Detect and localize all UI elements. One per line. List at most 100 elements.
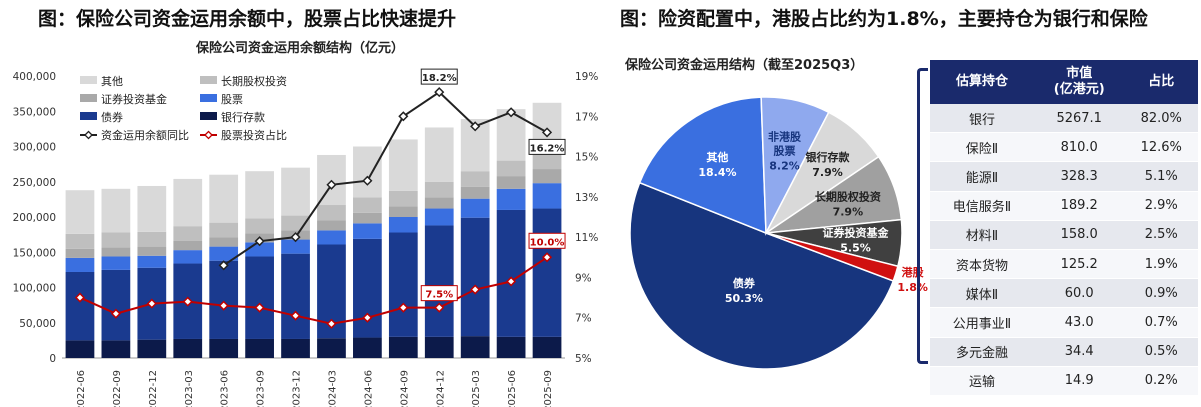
bar-segment: [388, 139, 418, 191]
table-cell: 0.2%: [1124, 366, 1198, 396]
x-tick-label: 2024-12: [435, 370, 446, 407]
bar-chart-title: 保险公司资金运用余额结构（亿元）: [195, 40, 404, 56]
legend-label: 其他: [101, 75, 123, 88]
pie-slice-label: 18.4%: [698, 166, 736, 179]
bar-segment: [460, 198, 490, 218]
series-point: [470, 121, 481, 132]
x-tick-label: 2024-06: [363, 370, 374, 407]
table-row: 媒体Ⅱ 60.0 0.9%: [930, 278, 1198, 309]
y2-tick-label: 9%: [575, 272, 592, 284]
bar-segment: [424, 208, 454, 226]
bar-segment: [101, 269, 131, 341]
bar-segment: [496, 336, 526, 358]
y2-tick-label: 19%: [575, 71, 598, 83]
pie-slice-name: 银行存款: [806, 150, 851, 164]
y2-tick-label: 17%: [575, 111, 598, 123]
stock-last-label: 10.0%: [530, 237, 565, 248]
series-point: [326, 179, 337, 190]
growth-peak-label-box: [420, 68, 458, 85]
table-cell: 0.7%: [1124, 307, 1198, 338]
table-cell: 电信服务Ⅱ: [930, 191, 1034, 221]
series-point: [218, 300, 229, 311]
table-cell: 能源Ⅱ: [930, 161, 1034, 192]
table-cell: 材料Ⅱ: [930, 220, 1034, 250]
series-point: [254, 302, 265, 313]
bar-segment: [209, 237, 239, 247]
table-cell: 运输: [930, 366, 1034, 396]
legend-swatch: [80, 94, 97, 102]
bar-segment: [353, 146, 382, 198]
pie-slice: [638, 96, 767, 235]
pie-slice: [629, 181, 895, 370]
table-cell: 5.1%: [1124, 161, 1198, 192]
legend-swatch: [200, 76, 217, 84]
series-point: [218, 260, 229, 271]
pie-slice-name: 其他: [706, 150, 728, 164]
legend-label: 股票投资占比: [221, 128, 287, 142]
bar-segment: [424, 336, 454, 358]
legend-label: 资金运用余额同比: [101, 128, 189, 142]
bar-segment: [137, 246, 167, 256]
series-point: [362, 175, 373, 186]
pie-slice-name: 债券: [733, 276, 756, 290]
table-header-cell: 估算持仓: [930, 60, 1034, 104]
bar-segment: [137, 255, 167, 268]
bar-segment: [173, 178, 203, 227]
series-point: [254, 236, 265, 247]
x-tick-label: 2025-09: [543, 370, 554, 407]
table-cell: 12.6%: [1124, 132, 1198, 163]
growth-last-label: 16.2%: [530, 143, 565, 154]
bar-segment: [317, 220, 346, 231]
pie-slice-label: 50.3%: [725, 292, 763, 305]
x-tick-label: 2025-06: [507, 370, 518, 407]
left-heading: 图：保险公司资金运用余额中，股票占比快速提升: [38, 8, 457, 30]
table-row: 材料Ⅱ 158.0 2.5%: [930, 220, 1198, 250]
bar-segment: [353, 223, 382, 239]
stock-mid-label: 7.5%: [425, 290, 453, 301]
table-row: 电信服务Ⅱ 189.2 2.9%: [930, 191, 1198, 221]
y2-tick-label: 7%: [575, 313, 592, 325]
growth-peak-label: 18.2%: [422, 73, 457, 84]
bar-segment: [424, 225, 454, 337]
bar-segment: [532, 183, 562, 209]
growth-last-label-box: [528, 138, 566, 155]
bar-segment: [65, 257, 95, 272]
bar-segment: [101, 256, 131, 270]
series-point: [290, 232, 301, 243]
table-cell: 328.3: [1033, 161, 1125, 192]
bar-segment: [532, 208, 562, 337]
bar-segment: [460, 186, 490, 199]
bar-segment: [496, 160, 526, 177]
x-tick-label: 2024-03: [327, 370, 338, 407]
series-point: [470, 284, 481, 295]
y-tick-label: 300,000: [13, 142, 56, 154]
bar-segment: [388, 206, 418, 217]
pie-slice-name: 非港股: [768, 130, 802, 144]
bar-segment: [353, 197, 382, 213]
series-point: [182, 296, 193, 307]
bar-segment: [173, 250, 203, 264]
legend-label: 债券: [101, 110, 123, 124]
series-point: [326, 318, 337, 329]
series-point: [110, 308, 121, 319]
x-tick-label: 2023-12: [292, 370, 303, 407]
pie-slice-label: 7.9%: [812, 166, 843, 179]
bar-segment: [496, 188, 526, 210]
table-cell: 银行: [930, 104, 1034, 134]
table-cell: 810.0: [1033, 132, 1125, 163]
table-row: 能源Ⅱ 328.3 5.1%: [930, 161, 1198, 192]
table-cell: 158.0: [1033, 220, 1125, 250]
pie-slice-name: 股票: [774, 145, 796, 158]
pie-slice-label: 7.9%: [833, 205, 864, 218]
y-tick-label: 150,000: [13, 247, 56, 259]
bar-segment: [496, 176, 526, 189]
pie-slice-label: 8.2%: [769, 160, 800, 173]
bar-segment: [65, 248, 95, 258]
bar-segment: [317, 205, 346, 221]
series-point: [434, 302, 445, 313]
bar-segment: [101, 340, 131, 358]
bar-segment: [65, 271, 95, 341]
bar-segment: [101, 232, 131, 248]
bar-segment: [101, 247, 131, 257]
